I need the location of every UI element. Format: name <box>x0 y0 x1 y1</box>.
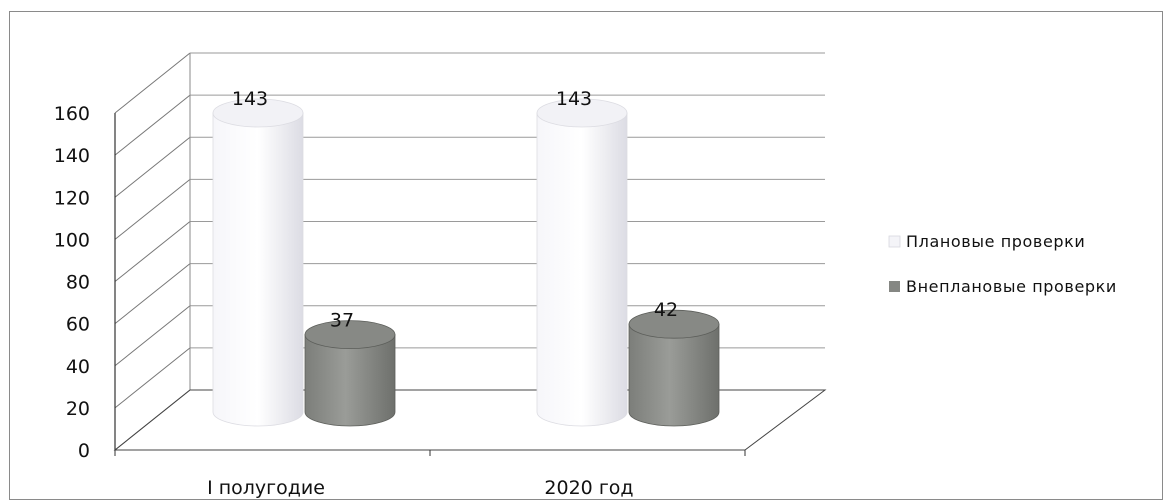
data-label: 143 <box>232 88 268 110</box>
cylinder-top <box>536 98 628 128</box>
y-tick-label: 120 <box>54 187 90 209</box>
legend-label-unplan: Внеплановые проверки <box>906 277 1117 296</box>
gridline-side <box>114 305 191 367</box>
gridline-side <box>114 347 191 409</box>
y-tick-label: 60 <box>66 314 90 336</box>
gridline-side <box>114 221 191 282</box>
cylinder-body <box>628 323 720 427</box>
category-label-1: I полугодие <box>207 477 325 499</box>
gridline-side <box>114 178 191 240</box>
y-tick-label: 20 <box>66 398 90 420</box>
data-label: 42 <box>654 299 678 321</box>
legend-swatch-plan <box>888 235 901 248</box>
cylinder-unplan-1: 37 <box>304 310 396 427</box>
data-label: 37 <box>330 310 354 332</box>
y-tick-label: 40 <box>66 356 90 378</box>
cylinder-body <box>304 334 396 427</box>
gridline-side <box>114 136 191 198</box>
legend-swatch-unplan <box>889 281 900 292</box>
y-tick-label: 0 <box>78 440 90 462</box>
y-tick-label: 100 <box>54 229 90 251</box>
category-label-2: 2020 год <box>544 477 633 499</box>
y-tick-label: 160 <box>54 103 90 125</box>
cylinder-unplan-2: 42 <box>628 299 720 427</box>
legend-label-plan: Плановые проверки <box>906 232 1085 251</box>
y-tick-label: 80 <box>66 272 90 294</box>
cylinder-plan-2: 143 <box>536 88 628 427</box>
y-tick-label: 140 <box>54 145 90 167</box>
gridline-side <box>114 52 191 114</box>
floor <box>113 389 827 451</box>
data-label: 143 <box>556 88 592 110</box>
cylinder-top <box>628 309 720 339</box>
gridline-side <box>114 263 191 325</box>
cylinder-body <box>212 112 304 427</box>
chart-frame <box>9 11 1163 500</box>
cylinder-top <box>304 320 396 350</box>
cylinder-plan-1: 143 <box>212 88 304 427</box>
cylinder-body <box>536 112 628 427</box>
gridline-side <box>114 94 191 156</box>
bars: 143 143 37 42 <box>212 88 720 427</box>
cylinder-top <box>212 98 304 128</box>
